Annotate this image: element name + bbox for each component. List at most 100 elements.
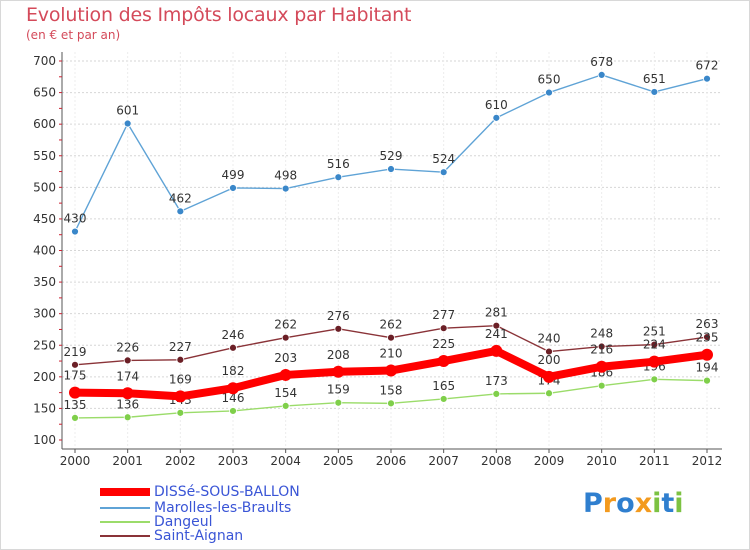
x-tick-label: 2009: [534, 454, 565, 468]
data-label: 165: [432, 379, 455, 393]
data-point: [176, 355, 185, 364]
data-label: 498: [274, 169, 297, 183]
data-point: [121, 387, 134, 400]
data-label: 224: [643, 338, 666, 352]
data-label: 174: [116, 369, 139, 383]
data-label: 516: [327, 157, 350, 171]
y-tick-label: 100: [33, 433, 56, 447]
data-label: 430: [64, 212, 87, 226]
data-label: 208: [327, 348, 350, 362]
legend-item-marolles: Marolles-les-Braults: [100, 500, 360, 516]
data-label: 262: [274, 318, 297, 332]
y-tick-label: 450: [33, 212, 56, 226]
logo-letter: i: [652, 488, 662, 519]
x-tick-label: 2007: [428, 454, 459, 468]
data-label: 263: [696, 317, 719, 331]
data-point: [123, 413, 132, 422]
data-point: [703, 333, 711, 341]
data-label: 226: [116, 340, 139, 354]
data-label: 651: [643, 72, 666, 86]
data-point: [703, 74, 711, 83]
data-point: [71, 360, 79, 369]
y-tick-label: 350: [33, 275, 56, 289]
data-label: 175: [64, 369, 87, 383]
data-point: [703, 376, 711, 385]
data-point: [595, 360, 608, 373]
x-tick-label: 2001: [112, 454, 143, 468]
data-point: [281, 401, 290, 410]
data-point: [597, 381, 606, 390]
data-label: 678: [590, 55, 613, 69]
data-point: [334, 173, 343, 182]
legend-item-saint-aignan: Saint-Aignan: [100, 528, 360, 544]
y-tick-label: 550: [33, 149, 56, 163]
data-point: [279, 368, 292, 381]
data-label: 276: [327, 309, 350, 323]
data-point: [701, 348, 713, 361]
data-label: 462: [169, 191, 192, 205]
proxiti-logo: Proxiti: [583, 488, 684, 519]
data-point: [597, 342, 606, 351]
data-point: [650, 340, 659, 349]
data-point: [545, 88, 553, 97]
data-point: [176, 408, 185, 417]
data-label: 262: [380, 318, 403, 332]
legend-label: Dangeul: [154, 514, 213, 530]
y-tick-label: 400: [33, 244, 56, 258]
y-tick-label: 300: [33, 307, 56, 321]
data-label: 281: [485, 306, 508, 320]
data-label: 225: [432, 337, 455, 351]
data-label: 216: [590, 343, 613, 357]
data-point: [492, 321, 501, 330]
legend-item-dangeul: Dangeul: [100, 514, 360, 530]
logo-letter: i: [674, 488, 684, 519]
data-label: 210: [380, 347, 403, 361]
data-label: 524: [432, 152, 455, 166]
data-point: [387, 399, 395, 408]
legend-swatch: [100, 488, 150, 496]
data-point: [71, 227, 79, 236]
data-label: 227: [169, 340, 192, 354]
data-point: [545, 389, 553, 398]
data-label: 136: [116, 397, 139, 411]
data-point: [387, 333, 395, 342]
data-point: [229, 184, 237, 192]
data-label: 246: [222, 328, 245, 342]
x-tick-label: 2005: [323, 454, 354, 468]
x-tick-label: 2003: [218, 454, 249, 468]
data-point: [123, 119, 132, 128]
x-tick-label: 2002: [165, 454, 196, 468]
data-label: 146: [222, 391, 245, 405]
legend-swatch: [100, 507, 150, 509]
data-label: 251: [643, 325, 666, 339]
data-label: 194: [696, 361, 719, 375]
data-point: [597, 70, 606, 79]
data-label: 182: [222, 364, 245, 378]
data-point: [490, 344, 503, 357]
data-point: [387, 165, 395, 173]
data-point: [439, 395, 448, 403]
chart-title: Evolution des Impôts locaux par Habitant: [26, 4, 412, 26]
data-point: [71, 413, 79, 422]
legend-label: DISSé-SOUS-BALLON: [154, 484, 300, 500]
y-tick-label: 650: [33, 86, 56, 100]
x-tick-label: 2006: [376, 454, 407, 468]
x-tick-label: 2000: [60, 454, 91, 468]
x-tick-label: 2010: [586, 454, 617, 468]
data-point: [492, 389, 501, 398]
legend-swatch: [100, 521, 150, 523]
data-point: [334, 324, 343, 333]
data-label: 169: [169, 372, 192, 386]
legend-item-disse: DISSé-SOUS-BALLON: [100, 484, 360, 500]
data-point: [439, 168, 448, 177]
data-label: 601: [116, 104, 139, 118]
x-tick-label: 2012: [692, 454, 723, 468]
data-label: 672: [696, 59, 719, 73]
logo-letter: x: [634, 488, 653, 519]
y-tick-label: 600: [33, 117, 56, 131]
data-label: 200: [538, 353, 561, 367]
data-label: 650: [538, 73, 561, 87]
y-tick-label: 150: [33, 401, 56, 415]
